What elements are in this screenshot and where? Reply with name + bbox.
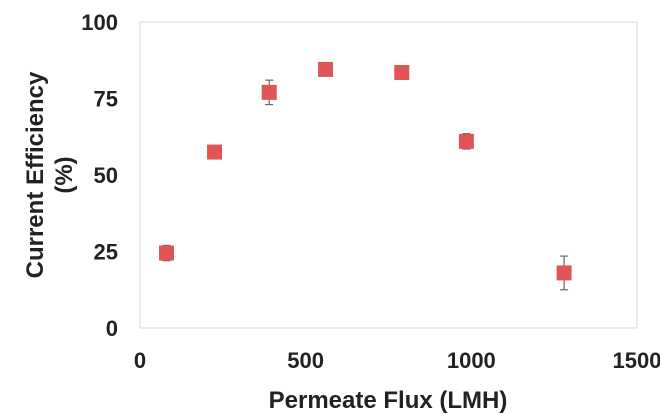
data-point [394,64,410,80]
y-tick-label: 0 [106,316,118,341]
y-axis-title-line-2: (%) [51,156,78,193]
x-axis-title: Permeate Flux (LMH) [269,387,508,414]
x-tick-label: 500 [287,348,324,373]
data-points [159,61,572,291]
x-tick-label: 0 [134,348,146,373]
x-tick-labels: 0 500 1000 1500 [134,348,660,373]
y-tick-label: 100 [81,10,118,35]
y-tick-labels: 0 25 50 75 100 [81,10,118,341]
y-tick-label: 25 [94,240,118,265]
data-point [159,245,175,261]
plot-area [139,21,638,329]
y-tick-label: 50 [94,163,118,188]
data-point [556,265,572,281]
data-point [207,144,223,160]
data-point [318,61,334,77]
y-axis-title-line-1: Current Efficiency [22,71,49,278]
x-tick-label: 1500 [613,348,660,373]
data-point [261,84,277,100]
x-tick-label: 1000 [447,348,496,373]
data-point [458,133,474,149]
y-tick-label: 75 [94,87,118,112]
